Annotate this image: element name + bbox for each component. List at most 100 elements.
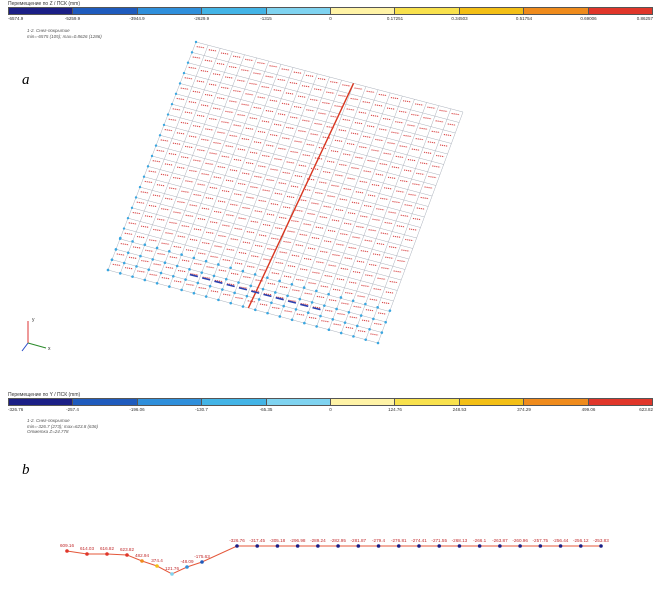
node-dot — [237, 281, 240, 284]
value-mark — [374, 104, 383, 107]
legend-color-seg — [395, 8, 460, 14]
node-dot — [159, 271, 163, 275]
value-mark — [302, 154, 311, 157]
value-mark — [221, 155, 230, 158]
value-mark — [364, 239, 373, 242]
node-dot — [200, 271, 204, 274]
value-mark — [306, 143, 315, 146]
node-dot — [151, 258, 155, 261]
value-mark — [339, 198, 348, 201]
node-dot — [118, 272, 122, 275]
profile-value-label: 482.94 — [135, 553, 149, 558]
legend-color-seg — [524, 8, 589, 14]
node-dot — [266, 311, 269, 315]
profile-value-label: -326.76 — [229, 538, 245, 543]
node-dot — [204, 295, 208, 298]
panel-letter-b: b — [22, 462, 30, 478]
value-mark — [332, 288, 342, 291]
deflection-mark — [263, 293, 272, 298]
axis-x-line — [27, 342, 47, 349]
profile-node — [200, 560, 204, 564]
value-mark — [356, 260, 365, 263]
node-dot — [253, 308, 257, 312]
value-mark — [217, 165, 226, 169]
value-mark — [287, 230, 296, 233]
value-mark — [416, 172, 425, 175]
value-mark — [370, 333, 379, 336]
node-dot — [196, 281, 200, 285]
value-mark — [225, 110, 234, 114]
profile-value-label: -281.87 — [351, 538, 367, 543]
value-mark — [250, 186, 259, 189]
legend-tick-label: 0.86257 — [636, 16, 653, 21]
value-mark — [275, 227, 284, 230]
value-mark — [197, 149, 206, 152]
value-mark — [279, 216, 288, 220]
profile-value-label: -256.44 — [553, 538, 569, 543]
value-mark — [213, 210, 223, 214]
node-dot — [310, 301, 314, 304]
value-mark — [397, 259, 406, 263]
value-mark — [276, 296, 285, 299]
node-dot — [351, 299, 355, 303]
value-mark — [227, 283, 236, 286]
value-mark — [404, 204, 413, 207]
value-mark — [136, 235, 146, 239]
value-mark — [229, 134, 238, 138]
value-mark — [137, 270, 146, 273]
value-mark — [245, 58, 254, 62]
node-dot — [364, 302, 367, 306]
value-mark — [384, 221, 393, 225]
node-dot — [229, 266, 232, 270]
deflection-mark — [287, 300, 297, 304]
node-dot — [224, 277, 228, 281]
node-dot — [131, 275, 134, 278]
value-mark — [290, 150, 299, 154]
value-mark — [338, 129, 347, 132]
value-mark — [169, 221, 178, 225]
value-mark — [290, 116, 299, 119]
value-mark — [193, 193, 202, 197]
value-mark — [267, 248, 276, 251]
value-mark — [156, 149, 165, 153]
node-dot — [134, 196, 138, 199]
value-mark — [400, 214, 409, 217]
value-mark — [267, 282, 276, 285]
node-dot — [110, 258, 114, 261]
value-mark — [120, 243, 129, 246]
node-dot — [147, 268, 151, 271]
profile-node — [396, 544, 401, 548]
value-mark — [161, 277, 170, 280]
value-mark — [345, 291, 354, 295]
legend-color-seg — [459, 8, 525, 14]
value-mark — [314, 122, 323, 126]
value-mark — [229, 100, 238, 103]
node-dot — [241, 269, 245, 273]
value-mark — [300, 268, 309, 271]
value-mark — [361, 319, 371, 322]
value-mark — [281, 102, 291, 106]
value-mark — [247, 300, 256, 303]
value-mark — [365, 274, 374, 277]
value-mark — [160, 173, 170, 177]
node-dot — [178, 82, 182, 85]
legend-color-seg — [395, 399, 460, 405]
value-mark — [196, 114, 206, 118]
node-dot — [126, 251, 130, 255]
value-mark — [388, 211, 397, 214]
node-dot — [143, 278, 147, 282]
value-mark — [389, 246, 398, 249]
value-mark — [157, 218, 166, 221]
mesh-line — [135, 197, 406, 270]
value-mark — [258, 234, 268, 237]
profile-node — [578, 544, 583, 548]
value-mark — [351, 201, 360, 204]
legend-color-seg — [73, 8, 138, 14]
value-mark — [343, 187, 352, 191]
legend-tick-label: -2629.9 — [193, 16, 210, 21]
value-mark — [335, 208, 344, 212]
value-mark — [247, 265, 256, 268]
legend-a-color-bar — [8, 7, 653, 15]
value-mark — [349, 316, 358, 319]
value-mark — [347, 212, 357, 215]
